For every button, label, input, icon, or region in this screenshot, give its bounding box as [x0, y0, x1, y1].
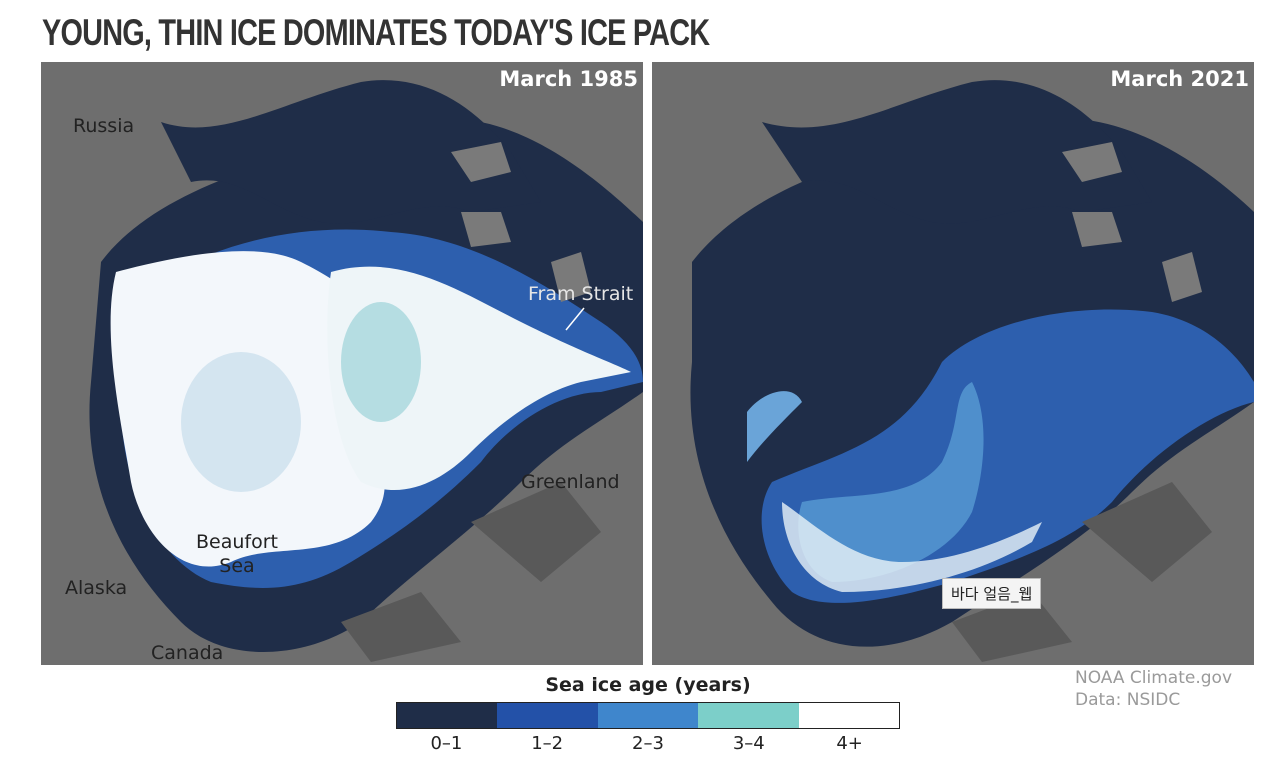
credit: NOAA Climate.gov — [1075, 668, 1233, 688]
legend-label: 3–4 — [732, 733, 765, 754]
credit: Data: NSIDC — [1075, 690, 1181, 710]
legend-label: 0–1 — [430, 733, 463, 754]
legend-title: Sea ice age (years) — [545, 674, 751, 696]
legend-swatch — [698, 703, 799, 728]
map-1985: March 1985 Russia Fram Strait Greenland … — [41, 62, 643, 665]
legend-swatch — [497, 703, 598, 728]
legend-label: 4+ — [836, 733, 863, 754]
legend-label: 2–3 — [632, 733, 664, 754]
place-label: Canada — [151, 642, 223, 664]
legend-swatch — [798, 703, 900, 728]
legend-swatch — [397, 703, 498, 728]
map-label: March 1985 — [499, 67, 638, 91]
legend-labels: 0–1 1–2 2–3 3–4 4+ — [396, 733, 900, 754]
place-label: Beaufort — [196, 531, 278, 553]
place-label: Sea — [219, 555, 254, 577]
map-label: March 2021 — [1110, 67, 1249, 91]
place-label: Alaska — [65, 577, 127, 599]
place-label: Fram Strait — [528, 283, 633, 305]
title: YOUNG, THIN ICE DOMINATES TODAY'S ICE PA… — [42, 12, 710, 53]
legend-swatch — [597, 703, 699, 728]
legend-bar — [396, 702, 900, 729]
place-label: Greenland — [521, 471, 620, 493]
map-2021: March 2021 — [652, 62, 1254, 665]
legend-label: 1–2 — [531, 733, 564, 754]
place-label: Russia — [73, 115, 134, 137]
tooltip: 바다 얼음_웹 — [942, 578, 1042, 609]
